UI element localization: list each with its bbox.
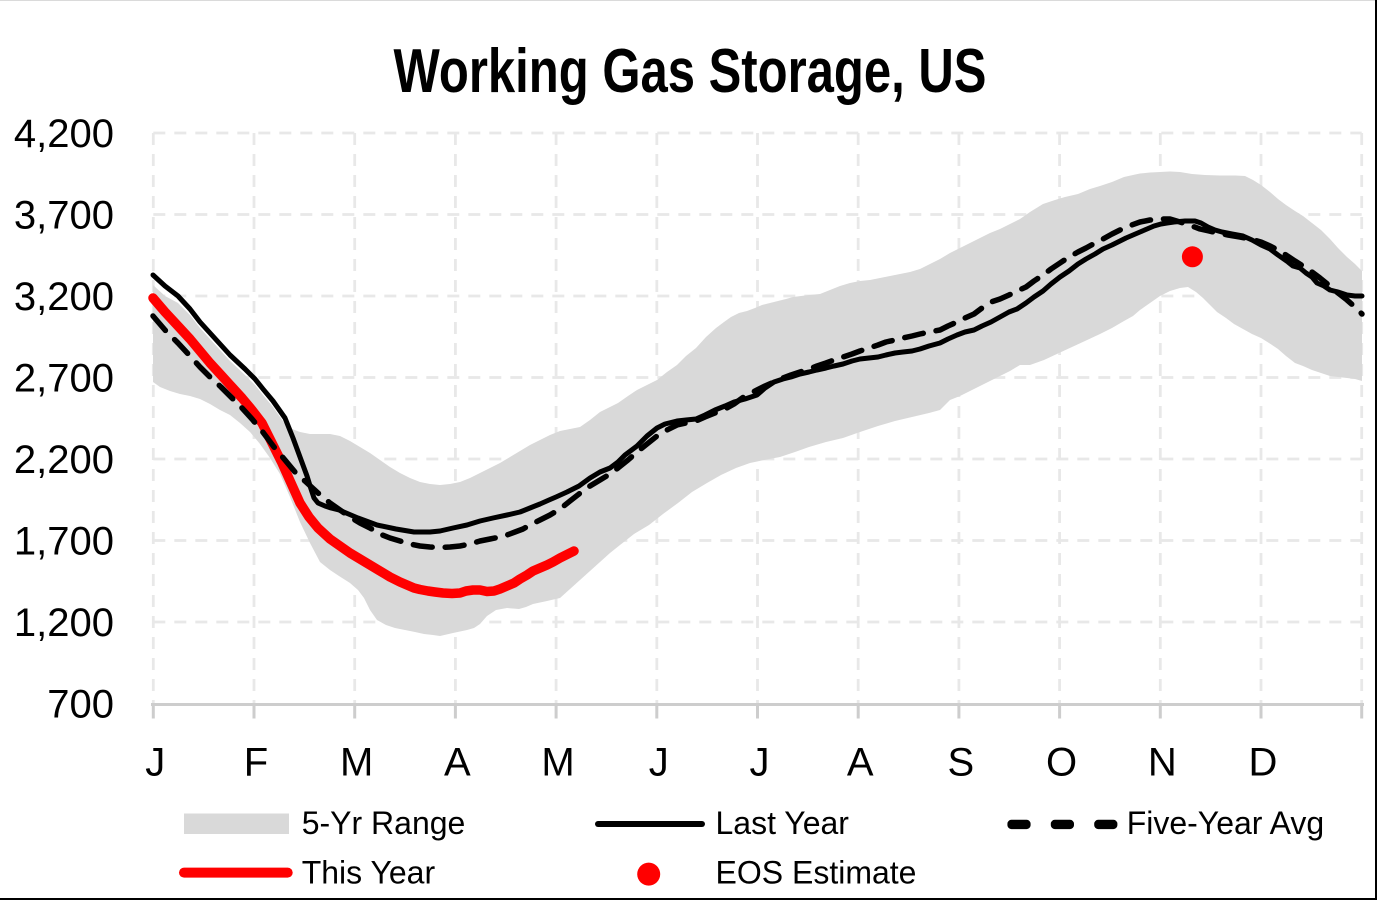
svg-text:M: M [340,741,373,785]
svg-text:3,700: 3,700 [14,194,114,238]
svg-text:D: D [1249,741,1278,785]
svg-text:Five-Year Avg: Five-Year Avg [1127,805,1324,841]
svg-text:M: M [541,741,574,785]
svg-text:O: O [1046,741,1077,785]
svg-text:Last Year: Last Year [716,805,850,841]
svg-text:5-Yr Range: 5-Yr Range [302,805,466,841]
svg-text:This Year: This Year [302,855,436,891]
svg-text:N: N [1148,741,1177,785]
svg-text:700: 700 [47,683,114,727]
svg-text:J: J [145,741,165,785]
svg-text:1,200: 1,200 [14,601,114,645]
svg-text:F: F [244,741,268,785]
svg-text:4,200: 4,200 [14,112,114,156]
svg-text:1,700: 1,700 [14,520,114,564]
svg-text:J: J [649,741,669,785]
svg-text:2,700: 2,700 [14,357,114,401]
svg-text:A: A [444,741,471,785]
svg-text:2,200: 2,200 [14,438,114,482]
svg-text:S: S [948,741,975,785]
svg-text:EOS Estimate: EOS Estimate [716,855,917,891]
svg-text:A: A [847,741,874,785]
svg-text:3,200: 3,200 [14,275,114,319]
svg-text:Working Gas Storage, US: Working Gas Storage, US [394,37,987,106]
svg-text:J: J [750,741,770,785]
